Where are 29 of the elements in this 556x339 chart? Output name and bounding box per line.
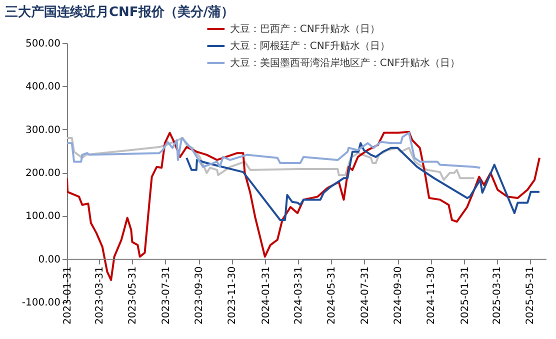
y-tick-label: 300.00 bbox=[26, 124, 60, 136]
x-tick-label: 2023-11-30 bbox=[227, 266, 238, 324]
x-tick-label: 2024-09-30 bbox=[393, 266, 404, 324]
line-series bbox=[67, 132, 482, 169]
legend-label: 大豆：巴西产：CNF升贴水（日） bbox=[230, 23, 380, 35]
y-tick-label: 0.00 bbox=[38, 254, 60, 266]
x-tick-label: 2023-05-31 bbox=[128, 266, 139, 324]
chart-title: 三大产国连续近月CNF报价（美分/蒲） bbox=[5, 4, 234, 20]
y-tick-label: 500.00 bbox=[26, 38, 60, 50]
x-tick-label: 2023-09-30 bbox=[194, 266, 206, 324]
x-tick-label: 2023-03-31 bbox=[94, 266, 106, 324]
y-tick-label: 400.00 bbox=[26, 82, 60, 93]
x-tick-label: 2024-03-31 bbox=[294, 266, 305, 324]
y-tick-label: 100.00 bbox=[26, 211, 60, 222]
line-series bbox=[186, 142, 540, 221]
x-tick-label: 2024-05-31 bbox=[326, 266, 338, 324]
x-tick-label: 2025-05-31 bbox=[525, 266, 536, 324]
y-tick-label: -100.00 bbox=[22, 298, 60, 308]
x-tick-label: 2024-07-31 bbox=[360, 266, 371, 324]
x-tick-label: 2025-01-31 bbox=[460, 266, 471, 324]
legend-label: 大豆：阿根廷产：CNF升贴水（日） bbox=[230, 40, 390, 52]
x-tick-label: 2023-07-31 bbox=[160, 266, 172, 324]
line-series bbox=[67, 136, 476, 181]
x-tick-label: 2024-01-31 bbox=[260, 266, 272, 324]
y-tick-label: 200.00 bbox=[26, 168, 60, 179]
x-tick-label: 2025-03-31 bbox=[492, 266, 504, 324]
x-tick-label: 2024-11-30 bbox=[426, 266, 438, 324]
x-tick-label: 2023-01-31 bbox=[62, 266, 74, 324]
legend-label: 大豆：美国墨西哥湾沿岸地区产：CNF升贴水（日） bbox=[230, 57, 460, 69]
